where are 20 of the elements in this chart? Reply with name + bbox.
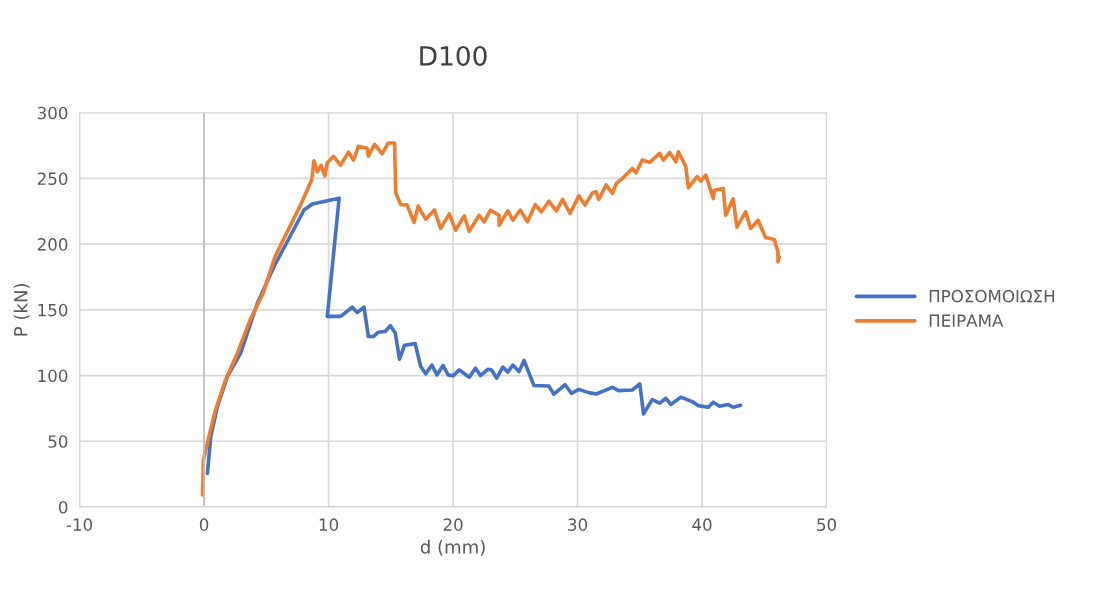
x-tick-label: 0 (199, 518, 209, 531)
x-tick-label: 30 (568, 518, 588, 531)
y-axis-title: P (kN) (13, 284, 30, 336)
legend-label: ΠΡΟΣΟΜΟΙΩΣΗ (929, 289, 1055, 303)
x-axis-title: d (mm) (420, 539, 485, 556)
y-tick-label: 0 (58, 500, 68, 514)
y-tick-label: 50 (48, 435, 68, 448)
y-tick-label: 200 (37, 238, 68, 251)
x-tick-label: 20 (443, 518, 463, 531)
y-tick-label: 150 (38, 303, 68, 317)
y-tick-label: 100 (38, 369, 68, 383)
y-tick-label: 300 (37, 106, 68, 120)
x-tick-label: 40 (692, 518, 712, 531)
line-series (200, 141, 782, 497)
y-tick-label: 250 (37, 172, 68, 185)
x-tick-label: -10 (66, 518, 93, 531)
x-tick-label: 10 (319, 518, 339, 531)
x-tick-label: 50 (817, 518, 837, 531)
legend-label: ΠΕΙΡΑΜΑ (929, 314, 1004, 327)
chart-title: D100 (420, 45, 487, 66)
